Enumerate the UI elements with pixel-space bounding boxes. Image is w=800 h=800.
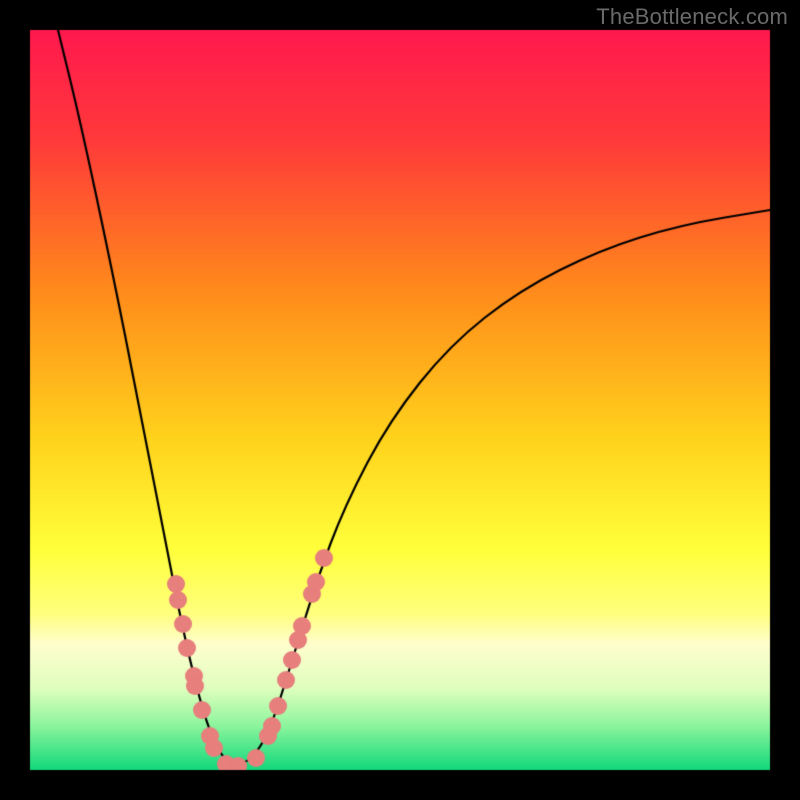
chart-canvas — [0, 0, 800, 800]
watermark-text: TheBottleneck.com — [596, 4, 788, 30]
chart-container — [0, 0, 800, 800]
